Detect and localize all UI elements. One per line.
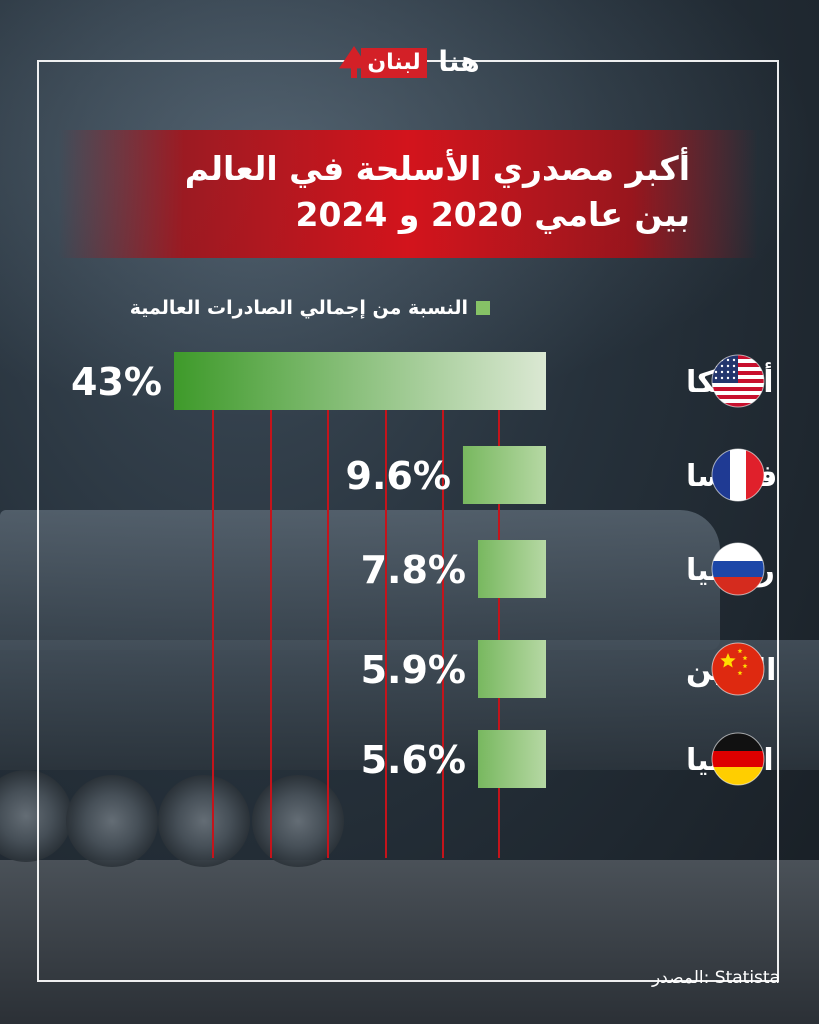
flag-band [712,577,764,595]
bar-1 [462,446,546,504]
legend: النسبة من إجمالي الصادرات العالمية [60,294,490,322]
bar-4 [478,730,546,788]
flag-star [720,364,724,368]
logo-red-box [361,48,427,78]
flag-band [712,543,764,561]
flag-ring [711,448,765,502]
logo-huna-text: هنا [438,45,480,78]
flag-star [726,364,730,368]
flag-ring [711,642,765,696]
france-flag [712,449,764,501]
chart-title: أكبر مصدري الأسلحة في العالم بين عامي 20… [100,146,690,238]
flag-stripe [712,387,764,391]
flag-star [726,370,730,374]
tank-hull [0,640,819,770]
flag-star [737,648,743,654]
flag-star [720,653,736,668]
flag-star [732,358,736,362]
germany-flag [712,733,764,785]
tank-wheel [158,775,250,867]
flag-star [732,370,736,374]
value-label: 5.9% [361,648,466,692]
value-label: 9.6% [346,454,451,498]
flag-ring [711,732,765,786]
value-label: 7.8% [361,548,466,592]
flag-ring [711,354,765,408]
usa-flag [712,355,764,407]
flag-band [730,449,746,501]
flag-stripe [712,403,764,407]
flag-field [712,643,764,695]
flag-star [732,376,736,380]
china-flag [712,643,764,695]
tank-wheel [66,775,158,867]
flag-star [726,376,730,380]
ground [0,860,819,1024]
chart-title-line2: بين عامي 2020 و 2024 [295,195,690,234]
flag-star [714,370,718,374]
flag-stripe [712,391,764,395]
flag-star [720,376,724,380]
logo: لبنان هنا [333,42,493,84]
flag-star [720,370,724,374]
bar-3 [478,640,546,698]
logo-lebanon-text: لبنان [367,50,421,75]
flag-band [712,561,764,577]
bar-0 [174,352,546,410]
tank-turret [0,510,720,650]
flag-star [726,358,730,362]
flag-star [732,364,736,368]
value-label: 5.6% [361,738,466,782]
flag-ring [711,542,765,596]
flag-band [712,733,764,751]
flag-band [712,751,764,767]
legend-label: النسبة من إجمالي الصادرات العالمية [129,297,468,319]
flag-band [746,449,764,501]
source-label: المصدر: Statista [652,968,780,988]
flag-star [742,663,748,669]
flag-stripe [712,395,764,399]
title-band [58,130,758,258]
legend-swatch [476,301,490,315]
russia-flag [712,543,764,595]
tank-wheel [0,770,72,862]
bar-2 [478,540,546,598]
flag-star [714,358,718,362]
flag-star [737,670,743,676]
flag-band [712,767,764,785]
flag-star [714,376,718,380]
chart-title-line1: أكبر مصدري الأسلحة في العالم [184,149,690,188]
flag-stripe [712,399,764,403]
flag-stripe [712,383,764,387]
flag-band [712,449,730,501]
flag-star [742,655,748,661]
value-label: 43% [71,360,162,404]
